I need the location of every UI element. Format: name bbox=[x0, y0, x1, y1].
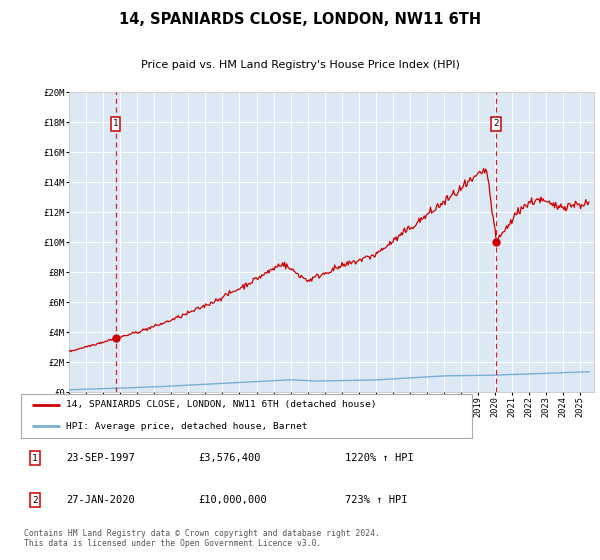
Text: Contains HM Land Registry data © Crown copyright and database right 2024.
This d: Contains HM Land Registry data © Crown c… bbox=[23, 529, 380, 548]
Text: 23-SEP-1997: 23-SEP-1997 bbox=[66, 453, 134, 463]
Text: 723% ↑ HPI: 723% ↑ HPI bbox=[345, 495, 407, 505]
Text: £10,000,000: £10,000,000 bbox=[199, 495, 267, 505]
Text: 1220% ↑ HPI: 1220% ↑ HPI bbox=[345, 453, 414, 463]
Text: 2: 2 bbox=[32, 496, 38, 505]
Text: 27-JAN-2020: 27-JAN-2020 bbox=[66, 495, 134, 505]
Text: £3,576,400: £3,576,400 bbox=[199, 453, 261, 463]
Text: 14, SPANIARDS CLOSE, LONDON, NW11 6TH: 14, SPANIARDS CLOSE, LONDON, NW11 6TH bbox=[119, 12, 481, 27]
Text: 14, SPANIARDS CLOSE, LONDON, NW11 6TH (detached house): 14, SPANIARDS CLOSE, LONDON, NW11 6TH (d… bbox=[66, 400, 376, 409]
Text: Price paid vs. HM Land Registry's House Price Index (HPI): Price paid vs. HM Land Registry's House … bbox=[140, 59, 460, 69]
Text: 1: 1 bbox=[32, 454, 38, 463]
Text: HPI: Average price, detached house, Barnet: HPI: Average price, detached house, Barn… bbox=[66, 422, 307, 431]
FancyBboxPatch shape bbox=[21, 394, 472, 438]
Text: 1: 1 bbox=[113, 119, 118, 128]
Text: 2: 2 bbox=[494, 119, 499, 128]
